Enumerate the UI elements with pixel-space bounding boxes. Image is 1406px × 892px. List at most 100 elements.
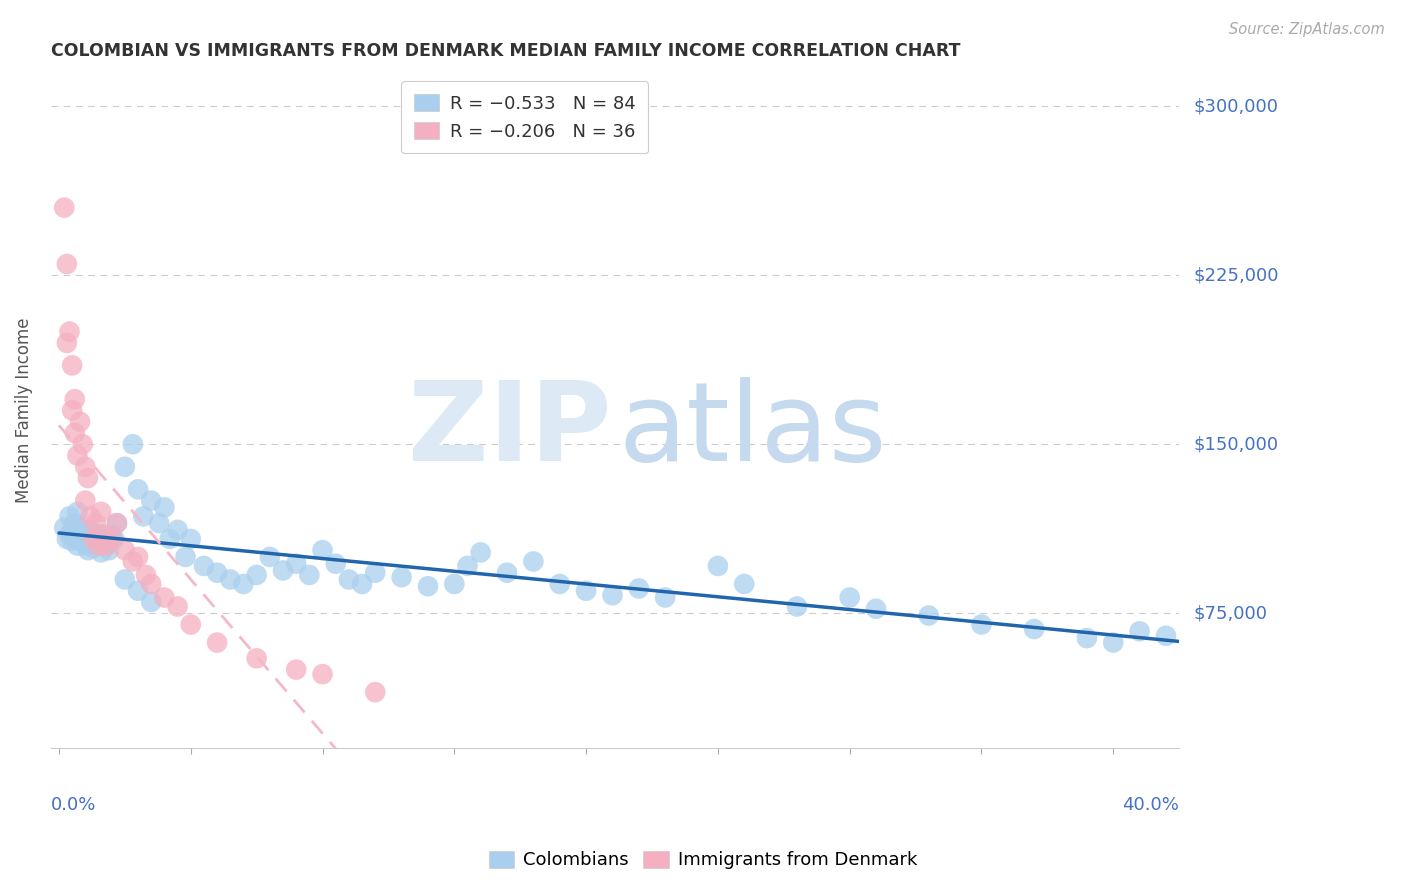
Point [72, 534, 94, 549]
Point [364, 685, 387, 699]
Point [1154, 629, 1177, 643]
Point [193, 558, 215, 573]
Point [522, 554, 544, 568]
Point [1076, 631, 1098, 645]
Point [180, 617, 202, 632]
Text: 40.0%: 40.0% [1122, 796, 1180, 814]
Point [72, 437, 94, 451]
Point [298, 568, 321, 582]
Point [105, 516, 128, 530]
Point [82, 541, 104, 555]
Point [69, 521, 91, 535]
Point [443, 577, 465, 591]
Point [456, 558, 478, 573]
Point [786, 599, 808, 614]
Point [311, 667, 333, 681]
Point [654, 591, 676, 605]
Point [132, 509, 155, 524]
Point [60, 523, 83, 537]
Point [627, 582, 650, 596]
Point [75, 527, 97, 541]
Point [56, 257, 79, 271]
Point [325, 557, 347, 571]
Text: $225,000: $225,000 [1194, 266, 1278, 285]
Point [77, 543, 100, 558]
Point [114, 573, 136, 587]
Point [96, 539, 118, 553]
Point [141, 493, 163, 508]
Point [60, 403, 83, 417]
Point [1024, 622, 1046, 636]
Point [93, 527, 115, 541]
Point [90, 545, 112, 559]
Point [470, 545, 492, 559]
Point [246, 568, 269, 582]
Point [285, 663, 308, 677]
Point [66, 539, 89, 553]
Point [135, 568, 157, 582]
Point [105, 516, 128, 530]
Point [58, 325, 80, 339]
Point [174, 549, 197, 564]
Point [205, 635, 228, 649]
Point [391, 570, 413, 584]
Point [548, 577, 571, 591]
Point [72, 523, 94, 537]
Text: COLOMBIAN VS IMMIGRANTS FROM DENMARK MEDIAN FAMILY INCOME CORRELATION CHART: COLOMBIAN VS IMMIGRANTS FROM DENMARK MED… [51, 42, 960, 60]
Point [970, 617, 993, 632]
Point [63, 532, 86, 546]
Point [69, 530, 91, 544]
Point [337, 573, 360, 587]
Point [602, 588, 624, 602]
Point [205, 566, 228, 580]
Point [114, 459, 136, 474]
Point [259, 549, 281, 564]
Legend: Colombians, Immigrants from Denmark: Colombians, Immigrants from Denmark [479, 842, 927, 879]
Point [63, 392, 86, 407]
Point [79, 509, 101, 524]
Point [69, 415, 91, 429]
Point [75, 493, 97, 508]
Point [285, 557, 308, 571]
Point [838, 591, 860, 605]
Legend: R = −0.533   N = 84, R = −0.206   N = 36: R = −0.533 N = 84, R = −0.206 N = 36 [401, 81, 648, 153]
Point [246, 651, 269, 665]
Point [79, 536, 101, 550]
Point [166, 523, 188, 537]
Point [90, 536, 112, 550]
Point [93, 532, 115, 546]
Point [364, 566, 387, 580]
Point [66, 505, 89, 519]
Point [865, 601, 887, 615]
Point [82, 530, 104, 544]
Text: $150,000: $150,000 [1194, 435, 1278, 453]
Point [153, 500, 176, 515]
Point [90, 505, 112, 519]
Point [75, 459, 97, 474]
Text: ZIP: ZIP [408, 377, 612, 484]
Point [127, 583, 149, 598]
Point [96, 539, 118, 553]
Point [127, 549, 149, 564]
Point [100, 532, 122, 546]
Point [84, 534, 107, 549]
Text: $300,000: $300,000 [1194, 97, 1278, 115]
Point [148, 516, 170, 530]
Point [1129, 624, 1152, 639]
Point [127, 483, 149, 497]
Text: $75,000: $75,000 [1194, 604, 1267, 623]
Text: 0.0%: 0.0% [51, 796, 97, 814]
Point [98, 543, 121, 558]
Point [180, 532, 202, 546]
Point [271, 564, 294, 578]
Point [75, 539, 97, 553]
Point [100, 527, 122, 541]
Point [159, 532, 181, 546]
Point [56, 335, 79, 350]
Point [121, 554, 143, 568]
Text: Source: ZipAtlas.com: Source: ZipAtlas.com [1229, 22, 1385, 37]
Point [77, 471, 100, 485]
Point [416, 579, 439, 593]
Point [77, 532, 100, 546]
Point [66, 449, 89, 463]
